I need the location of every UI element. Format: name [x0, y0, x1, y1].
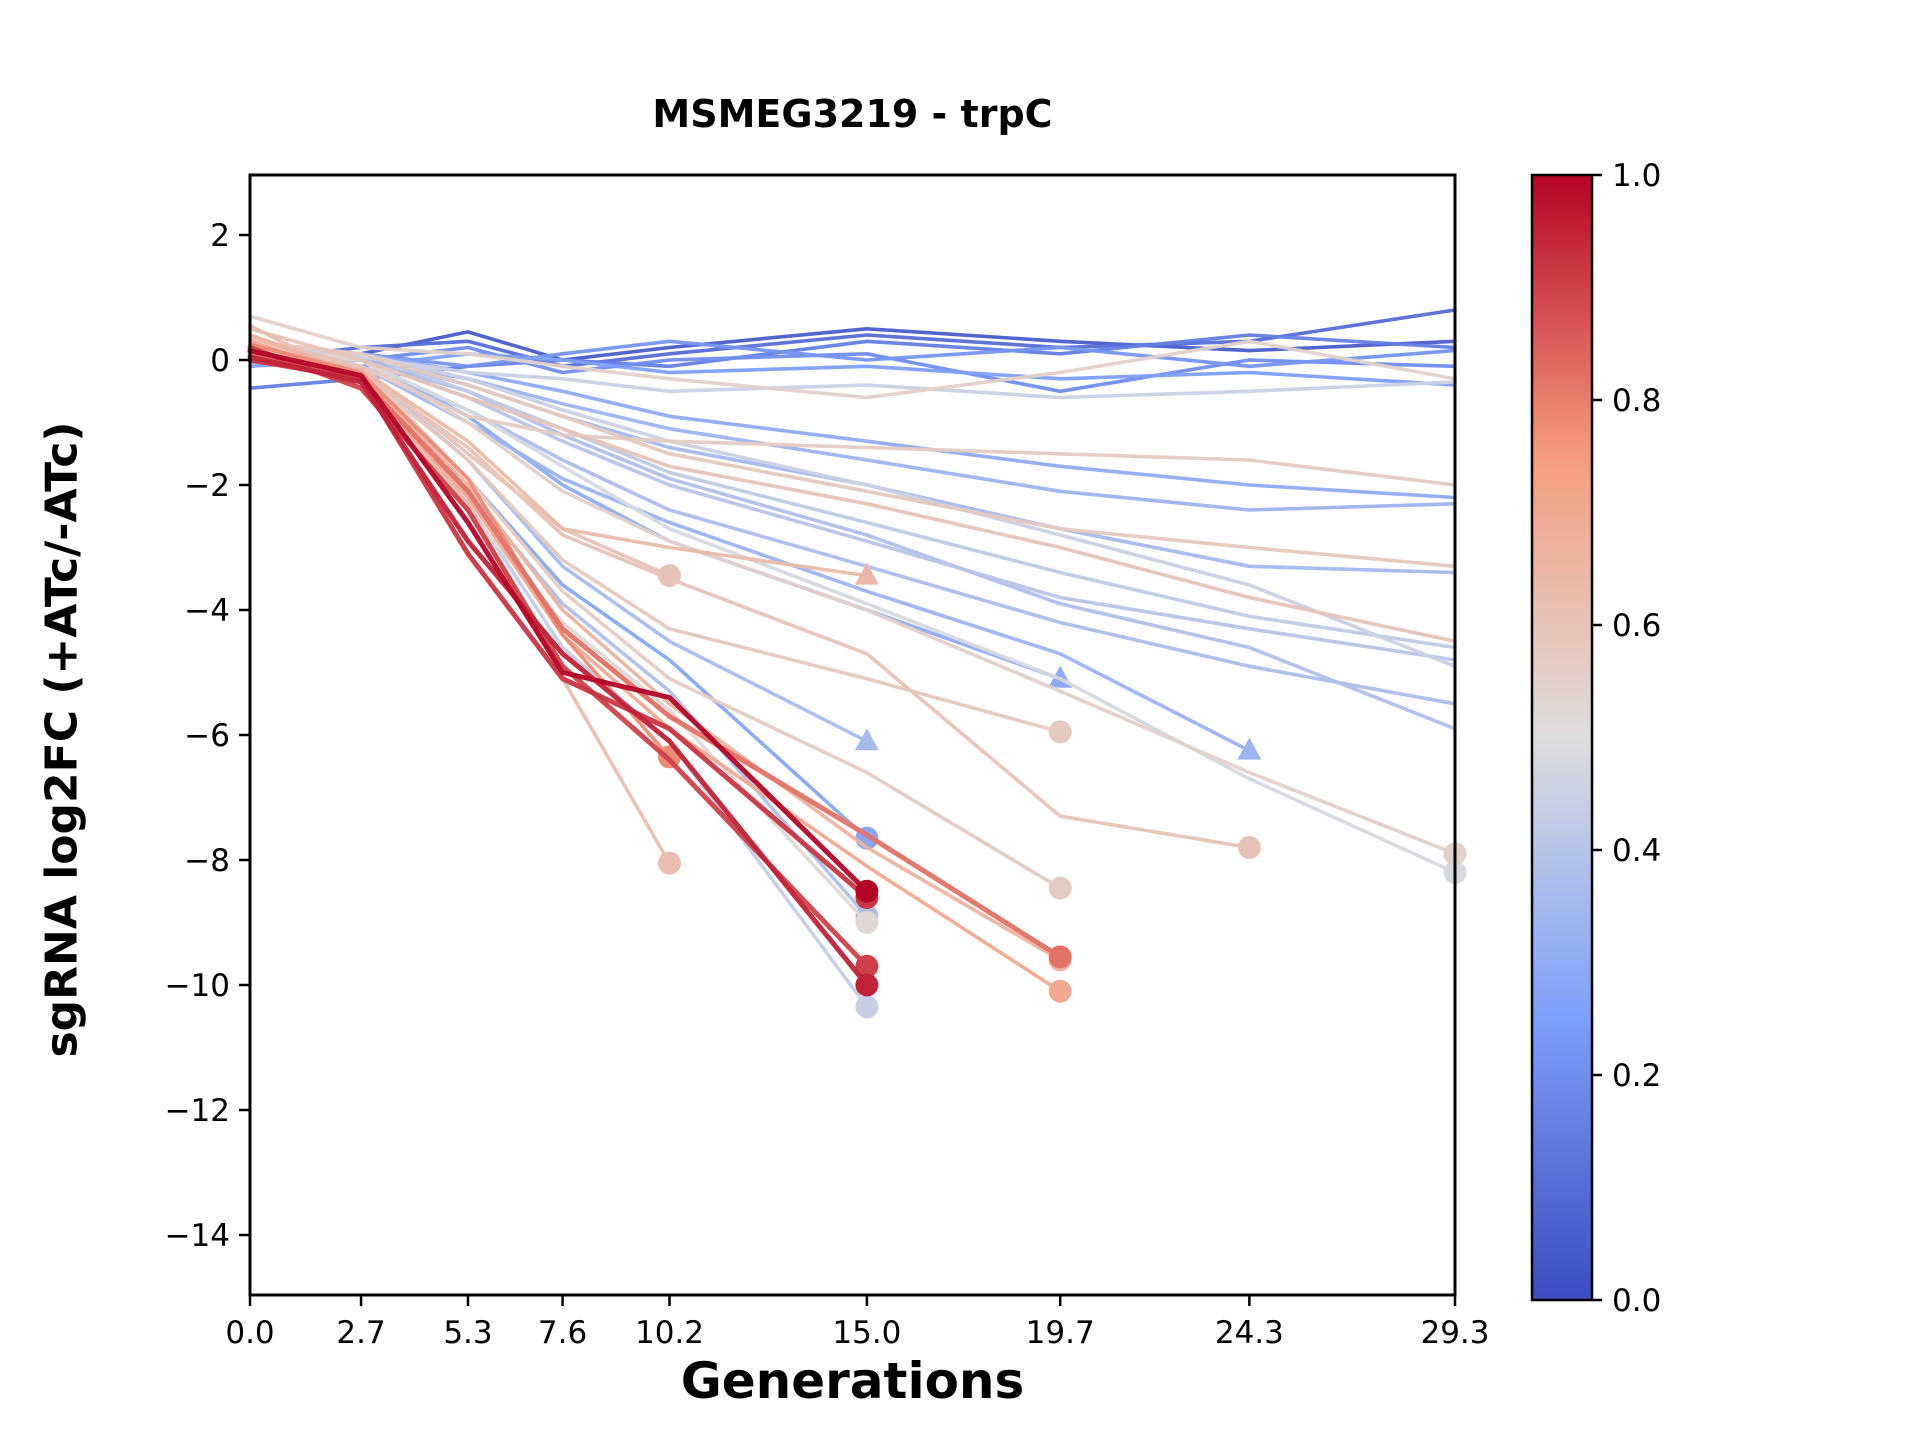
endpoint-circle-marker [1048, 979, 1072, 1003]
x-tick-label: 5.3 [443, 1315, 492, 1351]
sgrna-trace [248, 351, 1457, 400]
colorbar-tick-label: 1.0 [1612, 158, 1661, 194]
sgrna-trace [248, 351, 1457, 500]
sgrna-trace [248, 358, 869, 744]
sgrna-trace [248, 345, 1457, 394]
x-tick-label: 10.2 [635, 1315, 704, 1351]
sgrna-trace [248, 345, 1457, 487]
sgrna-trace [248, 342, 1457, 856]
y-tick-label: −8 [184, 843, 230, 879]
axis-ticks: 0.0 2.7 5.3 7.6 10.2 15.0 19.7 24.3 29.3 2 0 −2 −4 −6… [165, 218, 1490, 1351]
y-tick-label: −6 [184, 718, 230, 754]
endpoint-circle-marker [855, 954, 879, 978]
sgrna-trace [248, 348, 869, 1009]
endpoint-circle-marker [1048, 720, 1072, 744]
colorbar-tick-label: 0.6 [1612, 608, 1661, 644]
endpoint-circle-marker [855, 995, 879, 1019]
endpoint-circle-marker [855, 879, 879, 903]
endpoint-circle-marker [855, 911, 879, 934]
colorbar-tick-label: 0.8 [1612, 383, 1661, 419]
x-tick-label: 7.6 [538, 1315, 587, 1351]
x-tick-label: 15.0 [832, 1315, 901, 1351]
sgrna-trace [247, 345, 870, 969]
sgrna-trace [248, 342, 672, 759]
y-tick-label: 0 [210, 343, 230, 379]
y-tick-label: −12 [165, 1093, 230, 1129]
sgrna-trace [248, 333, 1252, 850]
endpoint-triangle-marker [854, 728, 879, 751]
colorbar-border [1530, 173, 1594, 1302]
sgrna-trace [248, 336, 672, 578]
x-tick-label: 0.0 [225, 1315, 274, 1351]
endpoint-triangle-marker [854, 562, 879, 585]
endpoint-circle-marker [1048, 945, 1072, 969]
sgrna-trace [247, 348, 870, 894]
y-tick-label: −14 [165, 1218, 230, 1254]
x-tick-label: 2.7 [336, 1315, 385, 1351]
x-tick-label: 29.3 [1420, 1315, 1489, 1351]
x-tick-label: 19.7 [1026, 1315, 1095, 1351]
chart-title: MSMEG3219 - trpC [652, 92, 1053, 136]
sgrna-trace [248, 339, 1457, 569]
endpoint-triangle-marker [1237, 737, 1262, 760]
sgrna-trace [248, 333, 1457, 390]
sgrna-trace [248, 339, 1457, 369]
colorbar-tick-label: 0.0 [1612, 1283, 1661, 1319]
y-tick-label: −10 [165, 968, 230, 1004]
x-tick-label: 24.3 [1215, 1315, 1284, 1351]
y-tick-label: −4 [184, 593, 230, 629]
sgrna-trace [248, 308, 1457, 369]
sgrna-trace [248, 351, 1457, 731]
colorbar-tick-label: 0.4 [1612, 833, 1661, 869]
colorbar: 0.0 0.2 0.4 0.6 0.8 1.0 [1530, 158, 1661, 1319]
colorbar-tick-label: 0.2 [1612, 1058, 1661, 1094]
series-lines [247, 308, 1467, 1019]
x-axis-label: Generations [680, 1352, 1025, 1410]
sgrna-trace [248, 326, 1457, 644]
colorbar-gradient [1532, 175, 1592, 1300]
y-tick-label: 2 [210, 218, 230, 254]
sgrna-trace [248, 345, 1457, 650]
sgrna-trace [248, 333, 1062, 962]
y-tick-label: −2 [184, 468, 230, 504]
sgrna-trace [248, 314, 1457, 400]
endpoint-circle-marker [1237, 836, 1261, 859]
endpoint-circle-marker [855, 973, 879, 997]
sgrna-trace [248, 345, 869, 578]
endpoint-circle-marker [657, 851, 681, 875]
endpoint-circle-marker [1048, 876, 1072, 900]
